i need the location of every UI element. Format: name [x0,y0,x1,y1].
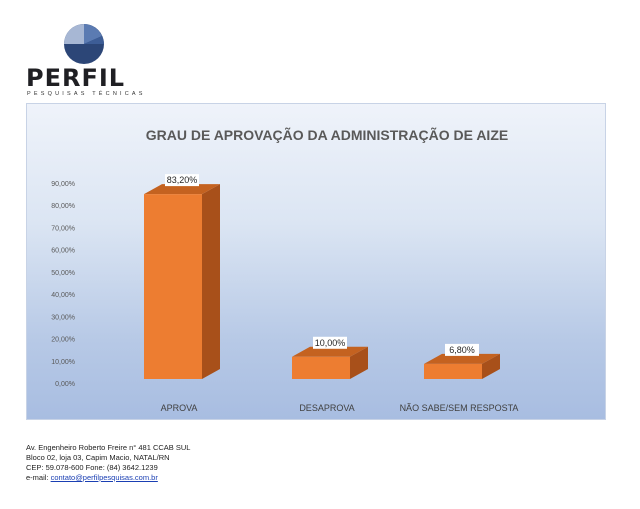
x-axis: APROVA DESAPROVA NÃO SABE/SEM RESPOSTA [161,403,519,413]
bar-front-face [424,363,482,379]
data-label-box [445,343,479,356]
logo-pie-slice-accent [84,36,104,44]
y-axis: 0,00% 10,00% 20,00% 30,00% 40,00% 50,00% 60,00… [51,181,75,388]
footer-email-link[interactable]: contato@perfilpesquisas.com.br [50,473,158,482]
footer-address-line1: Av. Engenheiro Roberto Freire n° 481 CCA… [26,443,191,452]
footer-email-label: e-mail: [26,473,51,482]
chart-title: GRAU DE APROVAÇÃO DA ADMINISTRAÇÃO DE AI… [146,126,508,143]
y-tick-label: 30,00% [51,314,75,321]
bar-top-face [144,184,220,195]
bar-3 [424,353,500,379]
bar-top-face [424,353,500,364]
bar-side-face [482,353,500,379]
data-label-text: 6,80% [449,345,475,355]
bar-side-face [350,346,368,379]
y-tick-label: 80,00% [51,203,75,210]
y-tick-label: 40,00% [51,292,75,299]
logo-pie-slice-light [64,24,84,44]
y-tick-label: 0,00% [55,381,75,388]
footer-address-line3: CEP: 59.078-600 Fone: (84) 3642.1239 [26,463,158,472]
logo-pie-slice-mid [84,24,102,44]
footer-address-line2: Bloco 02, loja 03, Capim Macio, NATAL/RN [26,453,170,462]
data-label-box [313,336,347,349]
bar-side-face [202,184,220,379]
company-logo: PERFIL PESQUISAS TÉCNICAS [24,22,154,100]
logo-wordmark: PERFIL [26,64,126,92]
logo-tagline: PESQUISAS TÉCNICAS [27,91,146,97]
footer-email-line: e-mail: contato@perfilpesquisas.com.br [26,473,426,483]
data-label-text: 83,20% [167,175,198,185]
bar-2 [292,346,368,379]
y-tick-label: 60,00% [51,248,75,255]
x-category-label: APROVA [161,403,198,413]
bar-1 [144,184,220,379]
data-label-text: 10,00% [315,338,346,348]
x-category-label: NÃO SABE/SEM RESPOSTA [400,403,519,413]
data-label: 10,00% [313,336,347,349]
y-tick-label: 50,00% [51,270,75,277]
data-label: 6,80% [445,343,479,356]
bar-front-face [144,194,202,379]
logo-pie-icon [64,24,104,64]
data-label-box [165,174,199,187]
bars-group: 83,20% 10,00% 6,80% [144,174,500,379]
y-tick-label: 90,00% [51,181,75,188]
chart-panel: GRAU DE APROVAÇÃO DA ADMINISTRAÇÃO DE AI… [26,103,606,420]
bar-top-face [292,346,368,357]
bar-chart: GRAU DE APROVAÇÃO DA ADMINISTRAÇÃO DE AI… [51,126,519,413]
y-tick-label: 20,00% [51,337,75,344]
x-category-label: DESAPROVA [299,403,354,413]
footer-address-block: Av. Engenheiro Roberto Freire n° 481 CCA… [26,443,426,483]
data-label: 83,20% [165,174,199,187]
y-tick-label: 10,00% [51,359,75,366]
y-tick-label: 70,00% [51,225,75,232]
bar-front-face [292,356,350,379]
